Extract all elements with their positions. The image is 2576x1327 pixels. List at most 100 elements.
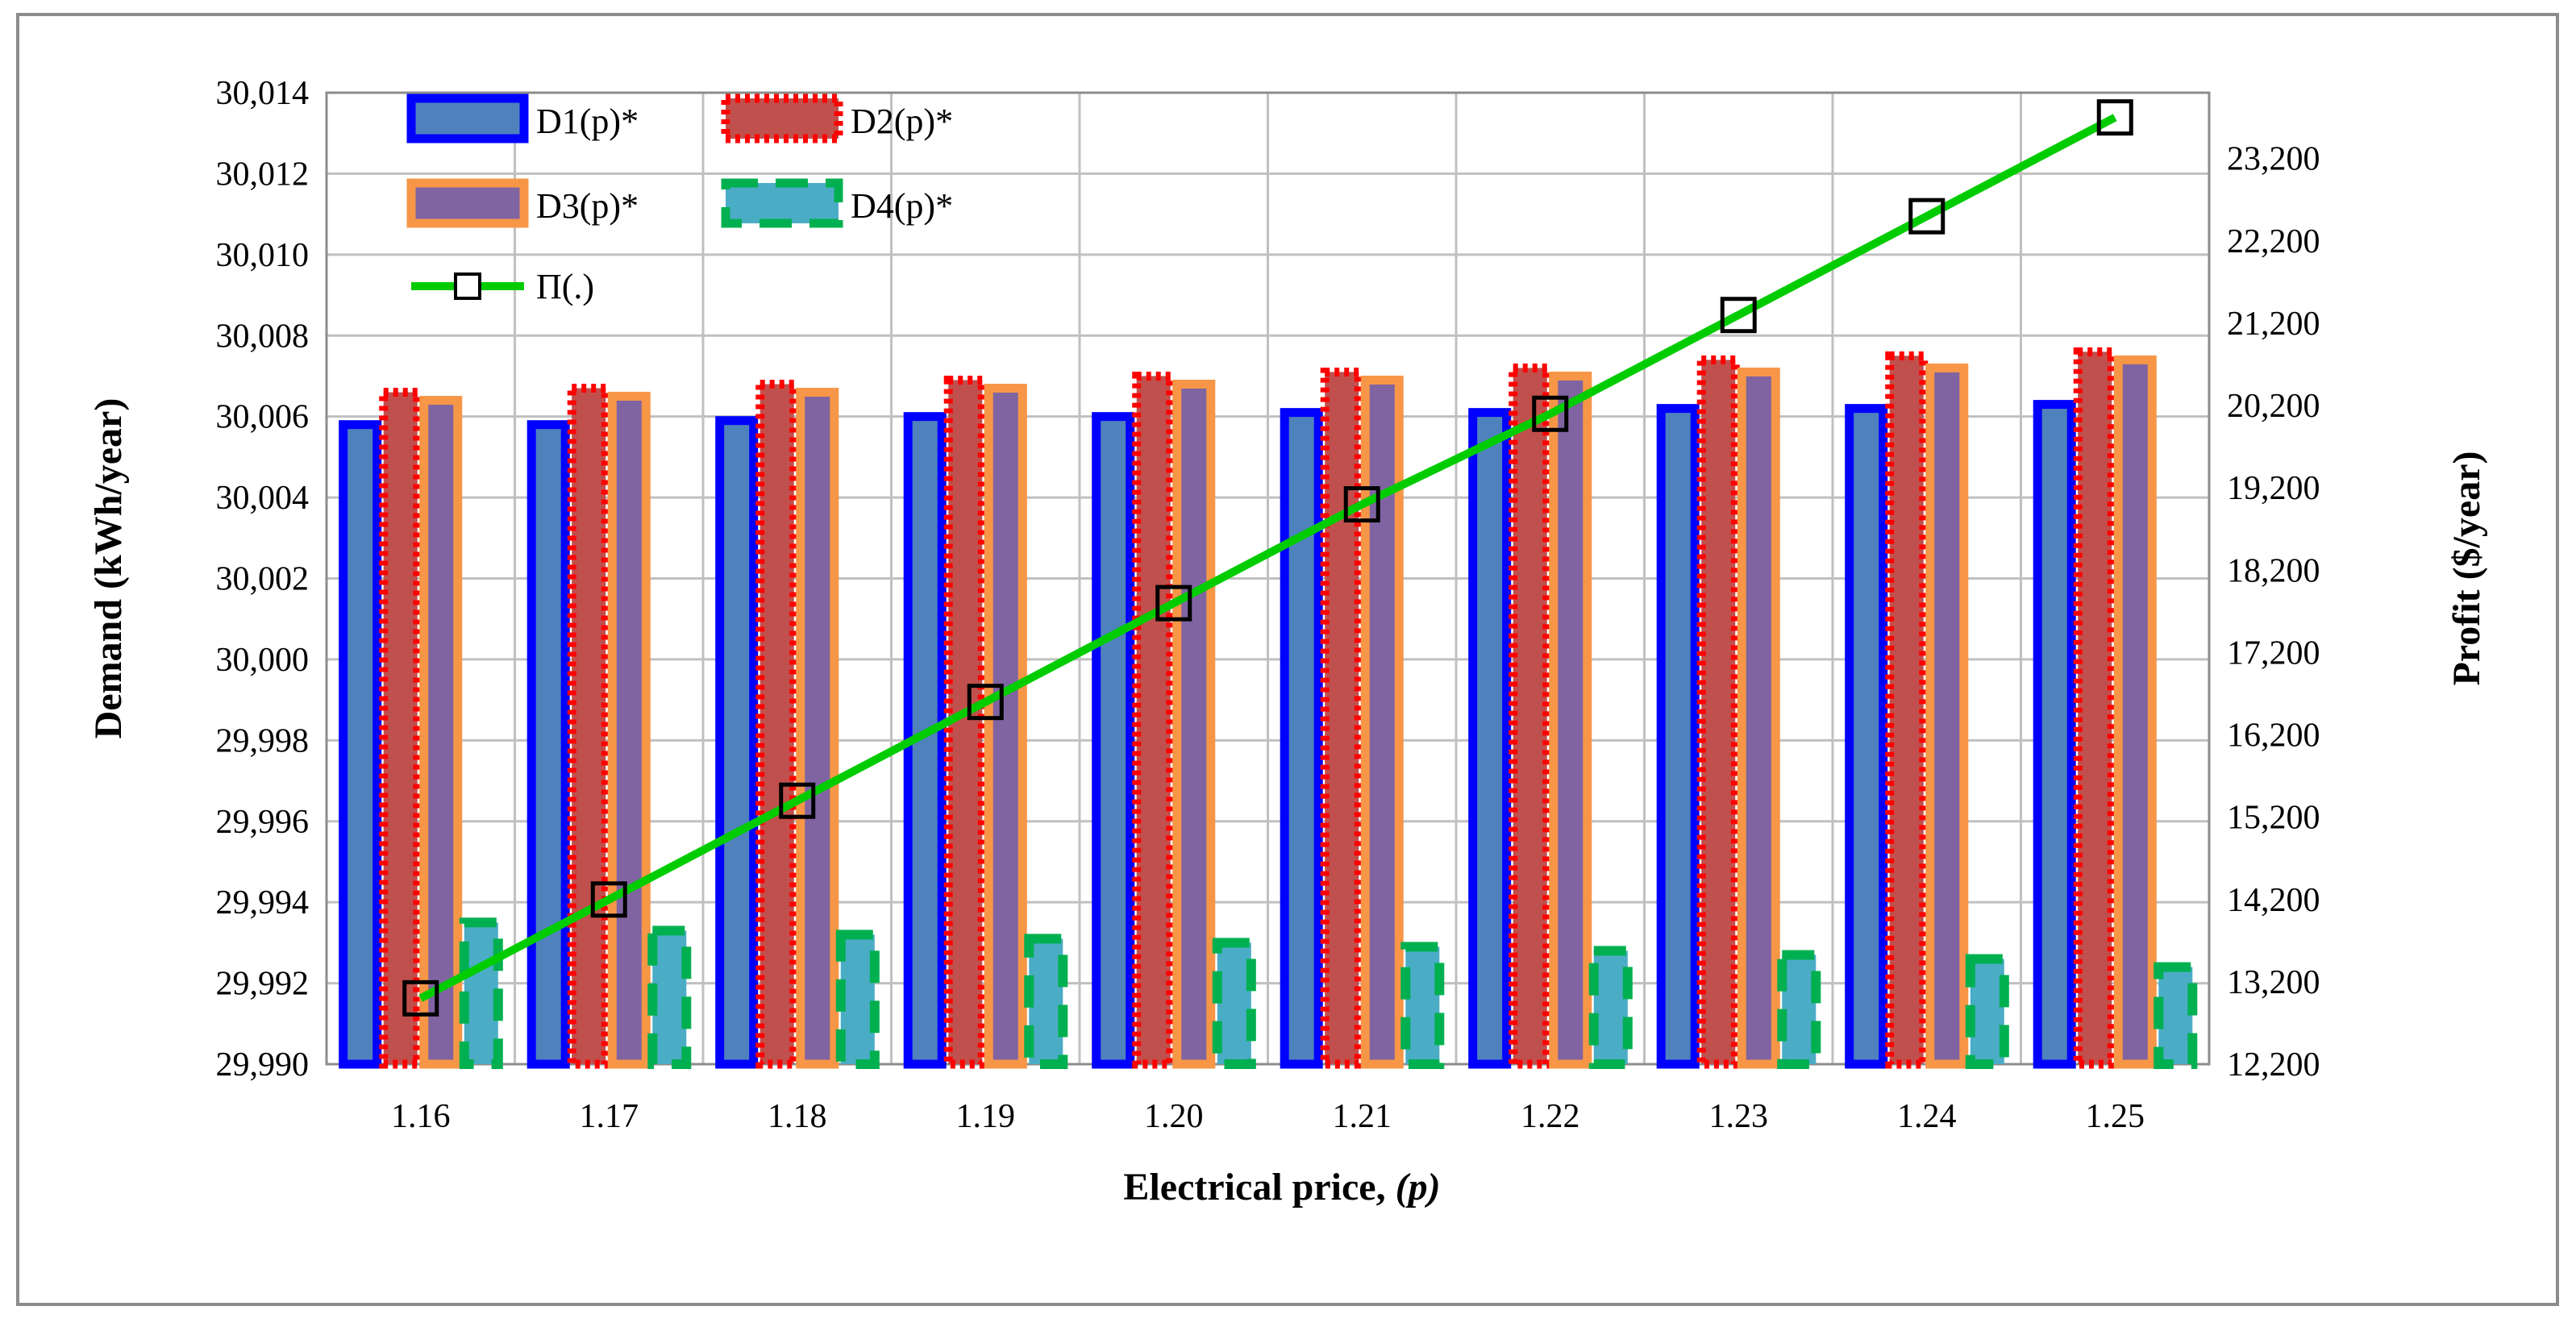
bar-d3p-1_25	[2113, 355, 2157, 1069]
legend: D1(p)* D2(p)* D3(p)* D4(p)* Π(.)	[406, 94, 953, 306]
bar-d2p-1_24	[1885, 351, 1929, 1069]
bar-d2p-1_17	[567, 384, 610, 1069]
profit-marker-1_21	[1343, 486, 1380, 523]
y-tick-label: 30,008	[216, 318, 310, 355]
bar-layer	[339, 347, 2198, 1070]
legend-swatch	[406, 178, 529, 228]
legend-label: D3(p)*	[536, 186, 639, 226]
y2-axis-title: Profit ($/year)	[2445, 451, 2488, 686]
x-tick-label: 1.17	[580, 1098, 639, 1135]
legend-swatch	[721, 94, 843, 144]
y2-tick-label: 16,200	[2227, 718, 2320, 755]
bar-d2p-1_23	[1696, 355, 1740, 1069]
legend-item-0: D1(p)*	[406, 94, 639, 144]
bar-d2p-1_21	[1320, 367, 1363, 1069]
x-tick-label: 1.23	[1709, 1098, 1769, 1135]
profit-marker-1_22	[1532, 395, 1569, 432]
y2-tick-label: 17,200	[2227, 634, 2320, 672]
x-tick-label: 1.20	[1144, 1098, 1204, 1135]
legend-label: D2(p)*	[851, 102, 953, 141]
bar-d1p-1_21	[1280, 408, 1323, 1069]
x-axis-title-variable: (p)	[1396, 1166, 1441, 1208]
y2-tick-label: 13,200	[2227, 964, 2320, 1001]
bar-d4p-1_20	[1212, 938, 1256, 1069]
y-tick-label: 30,006	[216, 399, 310, 436]
legend-swatch	[406, 94, 529, 144]
bar-d1p-1_16	[339, 420, 382, 1069]
profit-marker-1_18	[779, 782, 816, 819]
legend-label: Π(.)	[536, 267, 594, 306]
bar-d4p-1_21	[1400, 942, 1445, 1070]
y2-tick-label: 18,200	[2227, 552, 2320, 589]
y-tick-label: 30,010	[216, 237, 310, 274]
bar-d3p-1_24	[1925, 363, 1969, 1069]
y2-tick-label: 22,200	[2227, 223, 2320, 260]
y-tick-label: 29,992	[216, 966, 310, 1003]
bar-d4p-1_24	[1965, 954, 2009, 1070]
bar-d2p-1_20	[1132, 371, 1176, 1069]
profit-marker-1_17	[590, 881, 627, 918]
y-tick-label: 29,996	[216, 804, 310, 841]
bar-d3p-1_19	[984, 384, 1027, 1069]
y2-tick-label: 20,200	[2227, 388, 2320, 425]
x-tick-label: 1.22	[1521, 1098, 1580, 1135]
bar-d1p-1_18	[715, 416, 759, 1069]
legend-label: D4(p)*	[851, 186, 953, 226]
x-axis-title-main: Electrical price,	[1123, 1166, 1395, 1208]
bar-d3p-1_21	[1360, 375, 1404, 1069]
x-tick-label: 1.18	[768, 1098, 827, 1135]
bar-d2p-1_18	[755, 380, 799, 1069]
legend-marker-swatch	[454, 272, 481, 300]
y-tick-label: 29,998	[216, 722, 310, 759]
profit-line	[418, 114, 2117, 1002]
bar-d3p-1_18	[796, 388, 839, 1069]
profit-marker-1_24	[1908, 198, 1946, 235]
x-tick-label: 1.21	[1333, 1098, 1392, 1135]
y-tick-label: 30,000	[216, 642, 310, 679]
y2-tick-label: 23,200	[2227, 141, 2320, 178]
x-axis-title: Electrical price, (p)	[1123, 1166, 1440, 1208]
bar-d3p-1_23	[1737, 367, 1780, 1069]
y-tick-label: 30,004	[216, 480, 310, 517]
profit-marker-1_20	[1155, 584, 1192, 622]
bar-d4p-1_16	[459, 917, 503, 1070]
y-axis-title: Demand (kWh/year)	[87, 398, 130, 739]
legend-item-1: D2(p)*	[721, 94, 953, 144]
line-layer	[402, 99, 2133, 1017]
y-tick-label: 29,990	[216, 1046, 310, 1084]
legend-label: D1(p)*	[536, 102, 639, 141]
bar-d3p-1_16	[419, 396, 463, 1069]
bar-d3p-1_22	[1549, 371, 1592, 1069]
bar-d2p-1_25	[2073, 347, 2116, 1069]
bar-d4p-1_17	[647, 926, 692, 1069]
plot-area-border	[325, 91, 2211, 1066]
y2-tick-label: 15,200	[2227, 800, 2320, 837]
bar-d1p-1_22	[1468, 408, 1512, 1069]
bar-d1p-1_23	[1656, 404, 1700, 1069]
x-tick-label: 1.16	[391, 1098, 451, 1135]
profit-marker-1_25	[2096, 99, 2133, 136]
y-tick-label: 30,002	[216, 561, 310, 598]
bar-d1p-1_20	[1092, 412, 1135, 1069]
y-tick-label: 29,994	[216, 884, 310, 921]
x-tick-label: 1.25	[2086, 1098, 2145, 1135]
bar-d2p-1_16	[379, 388, 422, 1069]
bar-d4p-1_18	[835, 930, 880, 1070]
bar-d4p-1_25	[2154, 962, 2198, 1069]
x-tick-label: 1.19	[956, 1098, 1016, 1135]
bar-d1p-1_24	[1845, 404, 1888, 1069]
bar-d3p-1_17	[607, 392, 651, 1069]
legend-item-3: D4(p)*	[721, 178, 953, 228]
legend-swatch	[721, 178, 843, 228]
bar-d1p-1_25	[2033, 400, 2076, 1069]
bar-d3p-1_20	[1172, 380, 1216, 1069]
bar-d1p-1_17	[526, 420, 570, 1069]
y2-tick-label: 21,200	[2227, 306, 2320, 343]
bar-d4p-1_23	[1777, 950, 1821, 1069]
y-tick-label: 30,012	[216, 156, 310, 193]
legend-item-4: Π(.)	[411, 267, 594, 306]
bar-d4p-1_19	[1024, 934, 1068, 1069]
bar-d2p-1_22	[1509, 363, 1552, 1069]
tick-layer: 29,990 29,992 29,994 29,996 29,998 30,000 30,0…	[216, 75, 2320, 1135]
